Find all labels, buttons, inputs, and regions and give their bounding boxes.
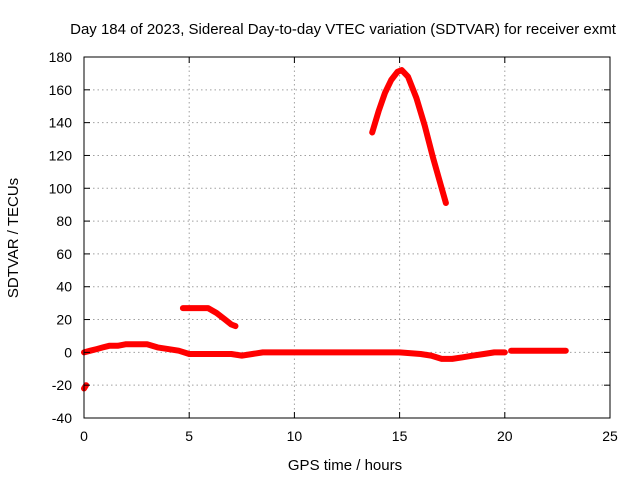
y-axis-label: SDTVAR / TECUs [5, 178, 22, 298]
y-tick-label: 120 [49, 147, 73, 163]
x-tick-label: 20 [497, 428, 513, 444]
y-tick-label: 140 [49, 115, 73, 131]
y-tick-label: -20 [52, 377, 72, 393]
x-tick-label: 0 [80, 428, 88, 444]
x-tick-label: 15 [392, 428, 408, 444]
y-tick-label: 160 [49, 82, 73, 98]
x-axis-label: GPS time / hours [288, 457, 402, 474]
plot-frame [83, 56, 611, 419]
series-segment-5h [179, 305, 239, 330]
x-tick-label: 10 [287, 428, 303, 444]
y-tick-label: 20 [56, 312, 72, 328]
chart-title: Day 184 of 2023, Sidereal Day-to-day VTE… [70, 21, 617, 38]
y-tick-label: -40 [52, 410, 72, 426]
series-baseline [81, 341, 508, 362]
y-tick-label: 100 [49, 180, 73, 196]
series-peak-arc [369, 67, 449, 206]
y-tick-label: 80 [56, 213, 72, 229]
gridlines [84, 57, 610, 418]
y-tick-label: 40 [56, 279, 72, 295]
data-series [81, 67, 569, 392]
x-tick-label: 5 [185, 428, 193, 444]
y-tick-label: 180 [49, 49, 73, 65]
x-tick-label: 25 [602, 428, 618, 444]
y-tick-label: 60 [56, 246, 72, 262]
axis-ticks: 0 5 10 15 20 25 -40 -20 0 20 40 60 80 100 120 140 160 180 [49, 49, 618, 444]
y-tick-label: 0 [64, 344, 72, 360]
